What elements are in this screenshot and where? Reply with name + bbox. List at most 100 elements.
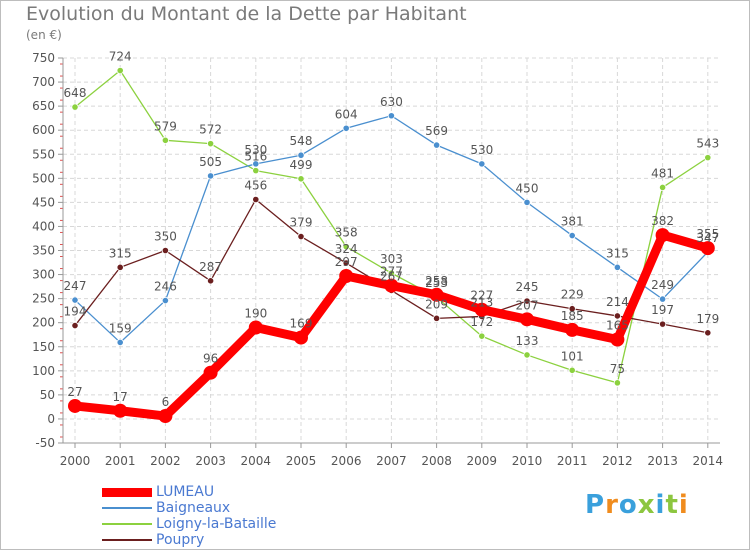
chart-title: Evolution du Montant de la Dette par Hab…: [26, 3, 467, 25]
y-tick-label: 0: [47, 412, 55, 426]
data-point: [252, 167, 260, 175]
data-label: 530: [244, 143, 267, 157]
data-point: [523, 351, 531, 359]
data-label: 604: [335, 107, 358, 121]
x-tick-label: 2008: [421, 454, 452, 468]
data-point: [207, 172, 215, 180]
data-point: [610, 332, 625, 347]
data-point: [342, 259, 350, 267]
data-label: 101: [561, 349, 584, 363]
data-label: 355: [696, 227, 719, 241]
data-label: 277: [380, 265, 403, 279]
data-label: 172: [470, 315, 493, 329]
data-label: 246: [154, 280, 177, 294]
legend-swatch: [102, 539, 152, 541]
data-point: [161, 296, 169, 305]
data-label: 247: [64, 279, 87, 293]
data-label: 227: [470, 289, 493, 303]
data-point: [342, 243, 350, 251]
data-point: [297, 175, 305, 183]
data-label: 27: [67, 385, 82, 399]
legend-label: Baigneaux: [156, 500, 231, 516]
data-label: 197: [651, 303, 674, 317]
data-point: [71, 321, 79, 330]
data-label: 499: [290, 158, 313, 172]
data-label: 75: [610, 362, 625, 376]
data-point: [432, 314, 441, 322]
data-point: [71, 296, 79, 304]
legend: LUMEAU Baigneaux Loigny-la-Bataille Poupry: [102, 484, 276, 548]
data-point: [116, 338, 124, 347]
data-label: 133: [516, 334, 539, 348]
data-label: 96: [203, 352, 218, 366]
legend-label: Loigny-la-Bataille: [156, 516, 277, 532]
x-tick-label: 2004: [241, 454, 272, 468]
data-point: [478, 160, 486, 168]
legend-item: Loigny-la-Bataille: [102, 516, 276, 532]
data-point: [71, 103, 79, 111]
data-label: 579: [154, 119, 177, 133]
data-point: [520, 312, 534, 327]
data-label: 297: [335, 255, 358, 269]
legend-swatch: [102, 487, 152, 497]
data-point: [161, 246, 169, 255]
data-point: [387, 269, 395, 277]
legend-label: Poupry: [156, 532, 205, 548]
legend-swatch: [102, 523, 152, 525]
y-tick-label: 50: [40, 388, 55, 402]
data-point: [658, 320, 667, 328]
x-tick-label: 2009: [467, 454, 498, 468]
data-label: 381: [561, 215, 584, 229]
data-label: 505: [199, 155, 222, 169]
x-tick-label: 2003: [195, 454, 226, 468]
data-point: [158, 409, 173, 424]
y-tick-label: 450: [32, 195, 55, 209]
x-tick-label: 2012: [602, 454, 633, 468]
legend-item: Poupry: [102, 532, 276, 548]
data-point: [432, 141, 441, 149]
data-label: 209: [425, 297, 448, 311]
data-point: [478, 332, 486, 340]
x-tick-label: 2013: [647, 454, 678, 468]
data-label: 630: [380, 95, 403, 109]
data-label: 450: [516, 181, 539, 195]
y-tick-label: 400: [32, 219, 55, 233]
data-label: 165: [606, 319, 629, 333]
data-point: [700, 241, 715, 256]
x-tick-label: 2001: [105, 454, 136, 468]
data-label: 159: [109, 321, 132, 335]
y-tick-label: 550: [32, 147, 55, 161]
data-label: 287: [199, 260, 222, 274]
data-label: 456: [244, 178, 267, 192]
y-tick-label: 600: [32, 123, 55, 137]
data-label: 347: [696, 231, 719, 245]
data-point: [429, 287, 444, 302]
data-point: [339, 269, 354, 284]
data-point: [384, 278, 399, 293]
data-point: [523, 297, 531, 305]
data-label: 530: [470, 143, 493, 157]
y-tick-label: 700: [32, 75, 55, 89]
data-point: [116, 263, 124, 271]
data-point: [655, 228, 670, 243]
data-label: 213: [470, 295, 493, 309]
data-point: [568, 366, 576, 374]
data-point: [704, 154, 712, 162]
x-tick-label: 2010: [512, 454, 543, 468]
x-tick-label: 2007: [376, 454, 407, 468]
data-label: 315: [606, 246, 629, 260]
x-tick-label: 2011: [557, 454, 588, 468]
proxiti-logo: Proxiti: [585, 490, 689, 520]
data-point: [248, 320, 263, 335]
data-label: 249: [651, 278, 674, 292]
x-tick-label: 2002: [150, 454, 181, 468]
legend-label: LUMEAU: [156, 484, 215, 500]
y-tick-label: 100: [32, 364, 55, 378]
data-point: [658, 295, 667, 303]
y-tick-label: 350: [32, 244, 55, 258]
data-label: 379: [290, 216, 313, 230]
data-label: 648: [64, 86, 87, 100]
data-label: 572: [199, 123, 222, 137]
y-tick-label: 300: [32, 268, 55, 282]
data-point: [203, 365, 218, 380]
